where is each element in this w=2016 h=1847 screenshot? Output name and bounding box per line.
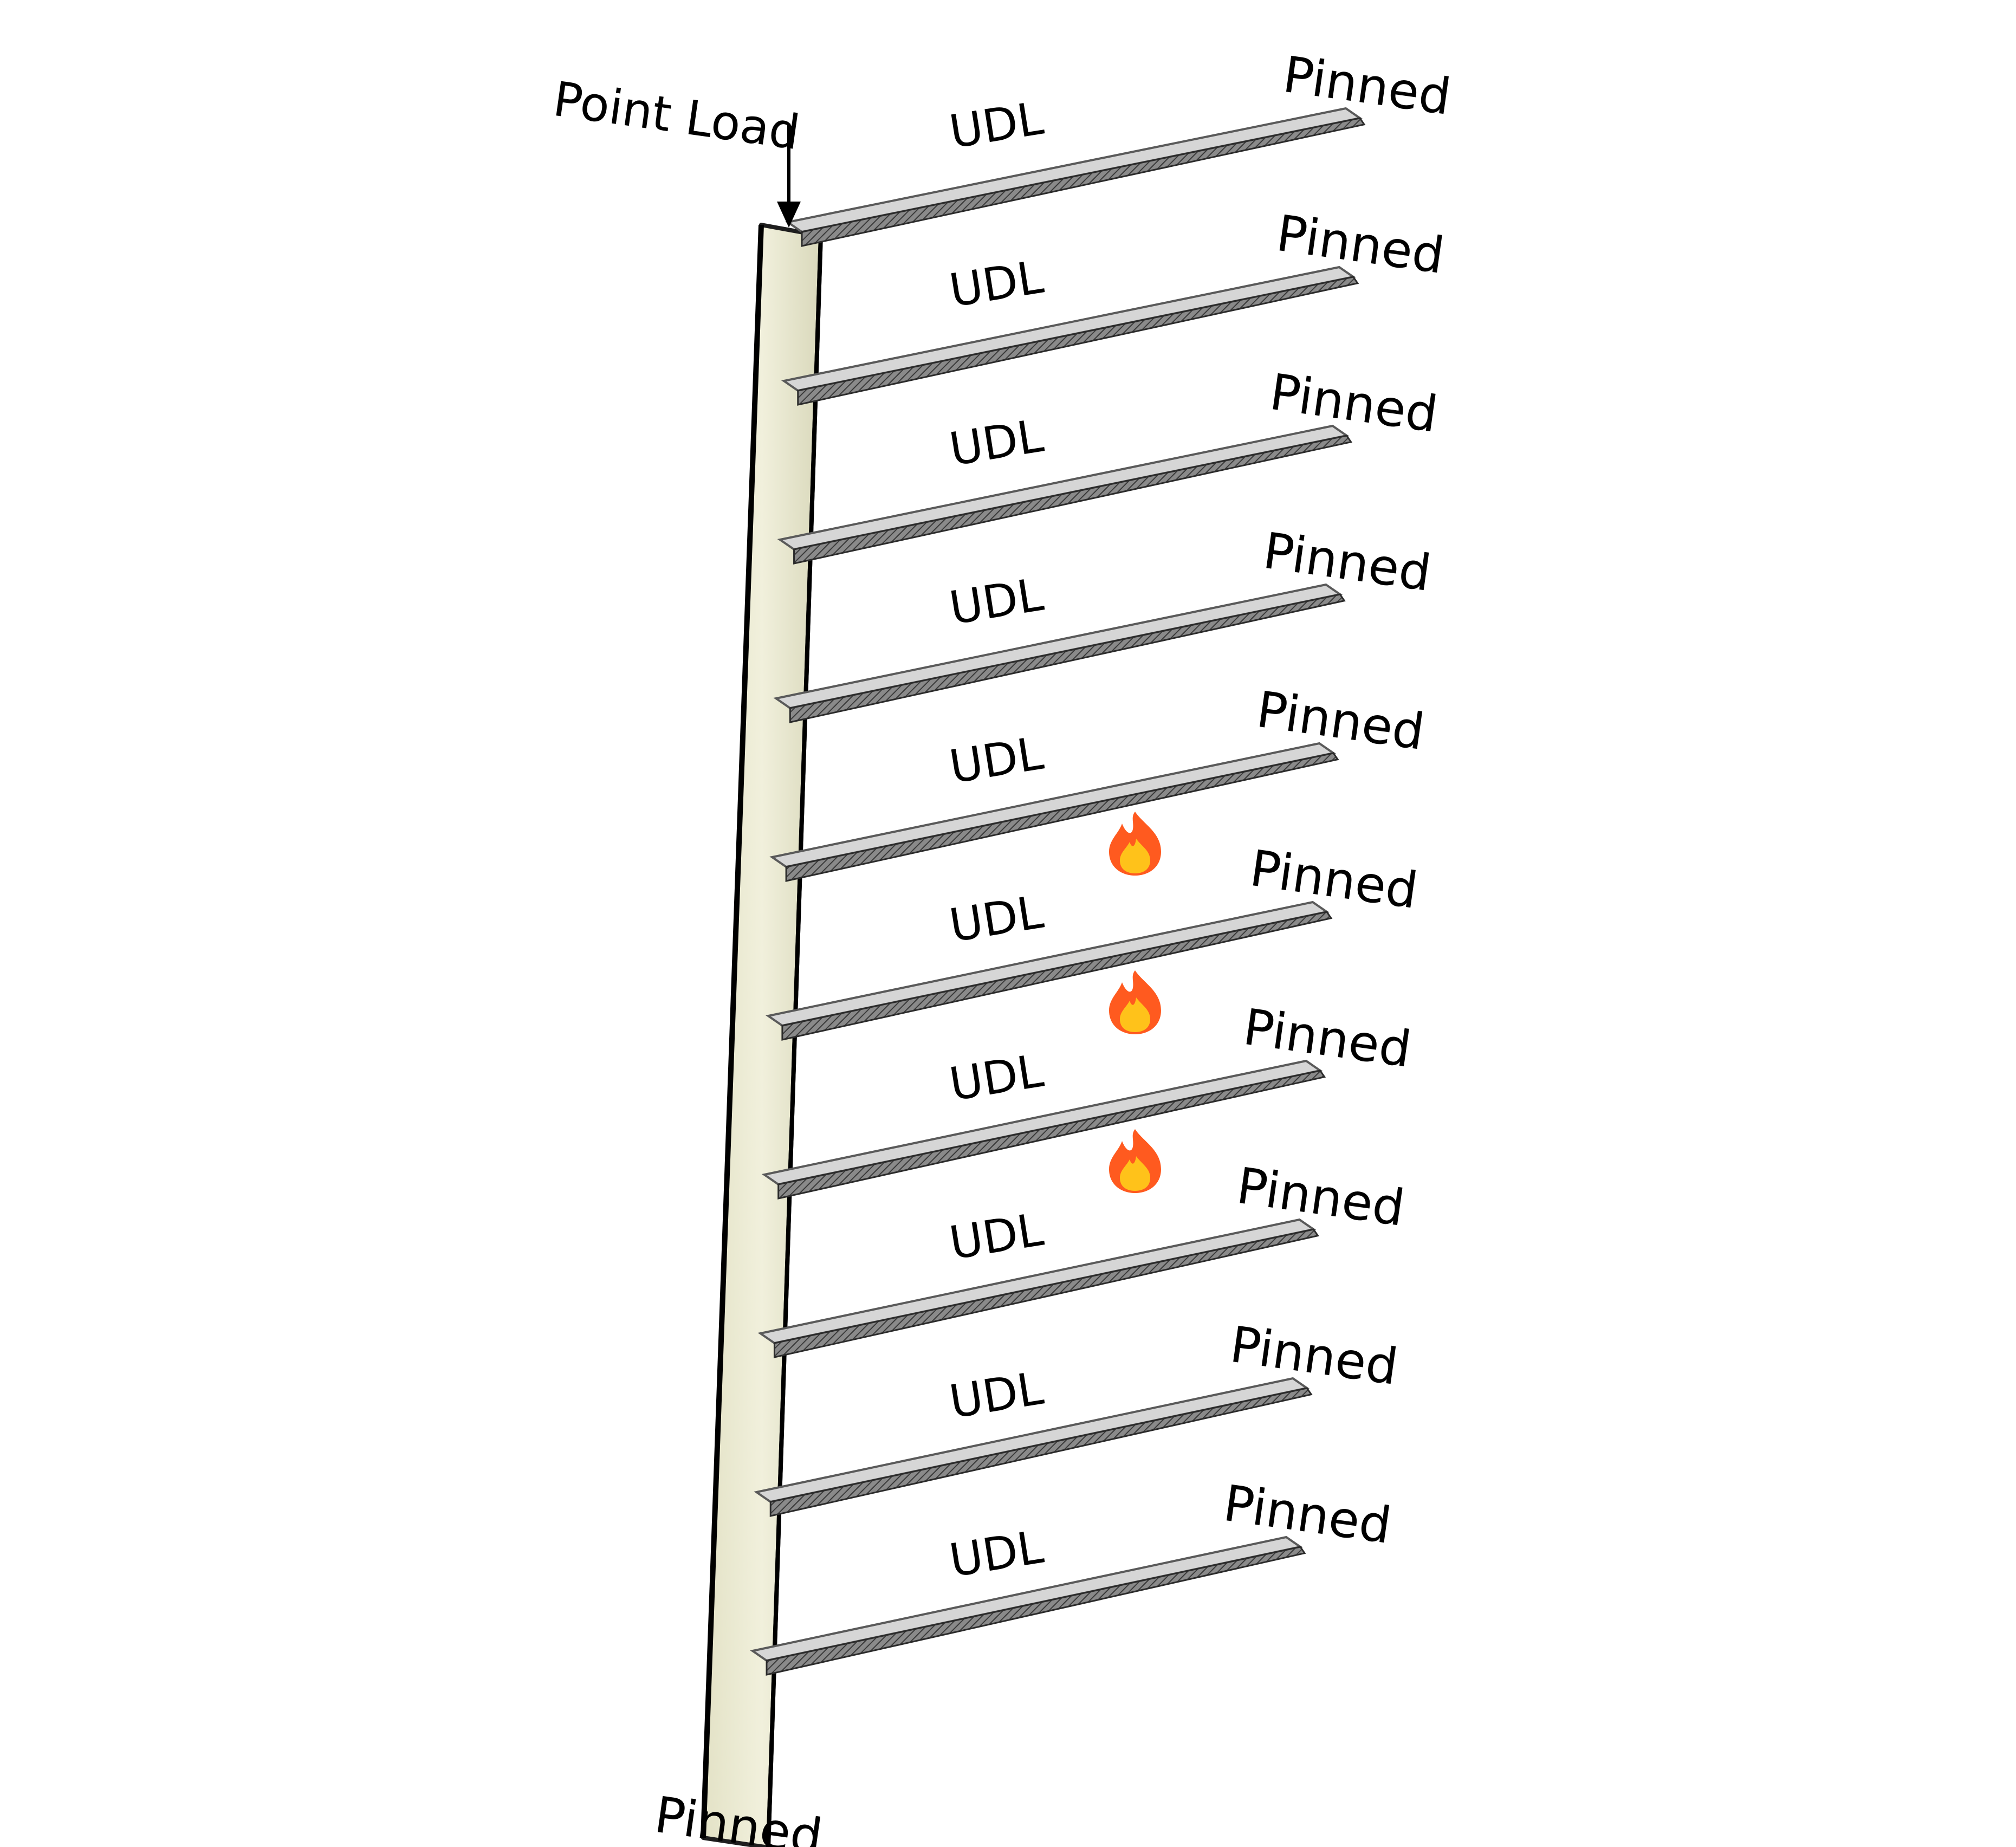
beam [754,1377,1313,1517]
beam [777,424,1353,565]
beam-end-support-label: Pinned [1220,1474,1395,1555]
beam-end-support-label: Pinned [1280,46,1455,126]
fire-icons [1109,812,1161,1193]
beams [750,107,1366,1676]
udl-label: UDL [946,568,1047,635]
udl-label: UDL [946,1044,1047,1111]
beam [761,1059,1326,1200]
fire-icon [1109,970,1161,1034]
column [701,223,823,1847]
beam-end-support-label: Pinned [1247,839,1422,920]
beam [785,107,1366,247]
udl-label: UDL [946,409,1047,476]
point-load-label: Point Load [550,71,803,161]
beam [773,583,1346,723]
udl-label: UDL [946,1362,1047,1429]
beam-end-support-label: Pinned [1260,522,1435,602]
udl-label: UDL [946,727,1047,794]
udl-label: UDL [946,250,1047,317]
udl-label: UDL [946,1520,1047,1587]
beam [769,742,1339,882]
fire-icon [1109,1129,1161,1193]
beam [757,1218,1319,1358]
down-arrow-icon [777,124,801,228]
beam-end-support-label: Pinned [1233,1157,1408,1237]
beam-end-support-label: Pinned [1227,1315,1402,1396]
udl-label: UDL [946,92,1047,159]
beam-end-support-label: Pinned [1273,204,1448,285]
udl-label: UDL [946,1203,1047,1270]
beam-end-support-label: Pinned [1240,998,1415,1079]
udl-label: UDL [946,885,1047,952]
beam-end-support-label: Pinned [1253,681,1428,761]
beam [750,1535,1306,1676]
beam [765,900,1333,1041]
fire-icon [1109,812,1161,876]
beam [781,265,1359,406]
beam-end-support-label: Pinned [1266,363,1441,444]
